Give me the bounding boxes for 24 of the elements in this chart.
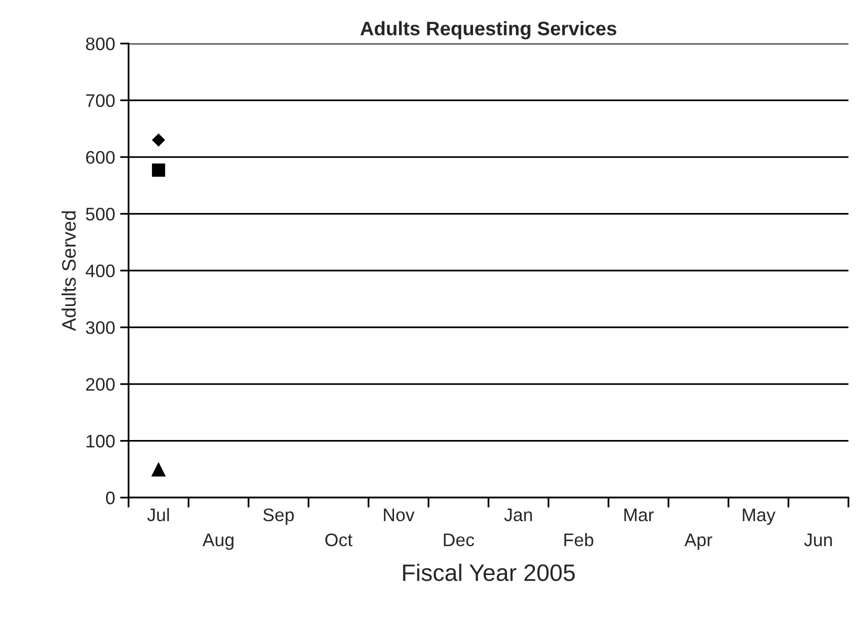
y-tick-label: 400 — [86, 264, 115, 278]
x-tick-label: Nov — [384, 508, 414, 522]
y-tick-label: 300 — [86, 321, 115, 334]
y-tick-label: 100 — [86, 434, 115, 448]
y-axis-title: Adults Served — [62, 211, 76, 332]
y-tick-label: 0 — [106, 492, 115, 504]
y-tick-label: 700 — [86, 94, 115, 108]
y-tick-label: 800 — [86, 37, 115, 50]
x-tick-label: May — [742, 508, 776, 525]
x-tick-label: Jul — [147, 508, 169, 522]
x-axis-title: Fiscal Year 2005 — [403, 564, 575, 582]
x-tick-label: Jun — [804, 534, 832, 546]
x-tick-label: Aug — [202, 534, 234, 550]
x-tick-label: Apr — [684, 534, 712, 550]
y-tick-label: 200 — [86, 378, 115, 391]
x-tick-label: Sep — [263, 508, 294, 525]
y-tick-label: 500 — [86, 208, 115, 221]
x-tick-label: Oct — [325, 533, 352, 546]
x-tick-label: Feb — [564, 533, 594, 546]
y-tick-label: 600 — [86, 150, 115, 164]
x-tick-label: Mar — [624, 508, 654, 522]
x-tick-label: Jan — [504, 508, 532, 522]
chart-title: Adults Requesting Services — [360, 21, 616, 40]
x-tick-label: Dec — [444, 534, 474, 546]
